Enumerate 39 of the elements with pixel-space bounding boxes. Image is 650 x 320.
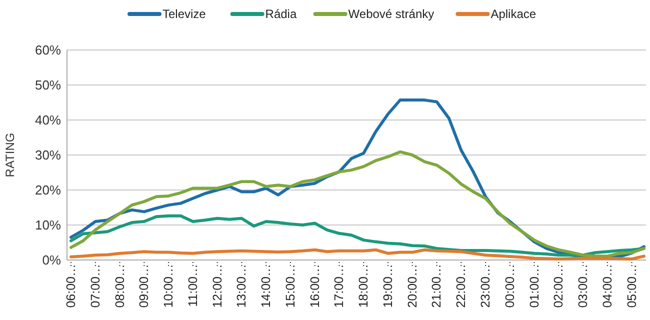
y-tick-label: 50%	[34, 78, 62, 93]
y-tick-label: 40%	[34, 112, 62, 128]
x-tick-label: 15:00…	[283, 264, 298, 308]
line-series	[70, 214, 646, 257]
x-tick-label: 22:00…	[454, 264, 468, 308]
y-tick-label: 60%	[34, 42, 62, 58]
x-tick-label: 12:00…	[210, 264, 224, 308]
y-tick-label: 30%	[34, 148, 62, 163]
x-tick-label: 17:00…	[332, 264, 346, 308]
y-tick-label: 0%	[42, 252, 62, 268]
x-tick-label: 08:00…	[112, 264, 127, 308]
x-tick-label: 06:00…	[64, 264, 78, 308]
x-tick-label: 01:00…	[527, 264, 542, 308]
x-tick-label: 09:00…	[137, 264, 152, 308]
x-tick-label: 02:00…	[552, 264, 566, 308]
line-series	[70, 150, 646, 258]
x-tick-label: 03:00…	[576, 264, 590, 308]
legend-label: Rádia	[265, 7, 297, 22]
legend-label: Televize	[162, 7, 206, 22]
x-tick-label: 20:00…	[405, 264, 420, 308]
x-tick-label: 21:00…	[430, 264, 444, 308]
x-tick-label: 23:00…	[478, 264, 493, 308]
x-tick-label: 05:00…	[624, 264, 639, 308]
y-axis-title: RATING	[3, 132, 17, 178]
x-tick-label: 04:00…	[600, 264, 614, 308]
x-tick-label: 19:00…	[380, 264, 395, 308]
legend-label: Aplikace	[490, 7, 536, 22]
x-tick-label: 13:00…	[234, 264, 249, 308]
x-tick-label: 14:00…	[259, 264, 274, 308]
x-tick-label: 00:00…	[502, 264, 517, 308]
legend-label: Webové stránky	[348, 7, 434, 22]
x-tick-label: 11:00…	[186, 264, 200, 307]
x-tick-label: 10:00…	[162, 264, 176, 308]
y-tick-label: 10%	[34, 218, 62, 233]
line-series	[70, 248, 646, 260]
y-tick-label: 20%	[34, 182, 62, 198]
x-tick-label: 18:00…	[356, 264, 371, 308]
x-tick-label: 16:00…	[308, 264, 322, 308]
x-tick-label: 07:00…	[88, 264, 102, 308]
